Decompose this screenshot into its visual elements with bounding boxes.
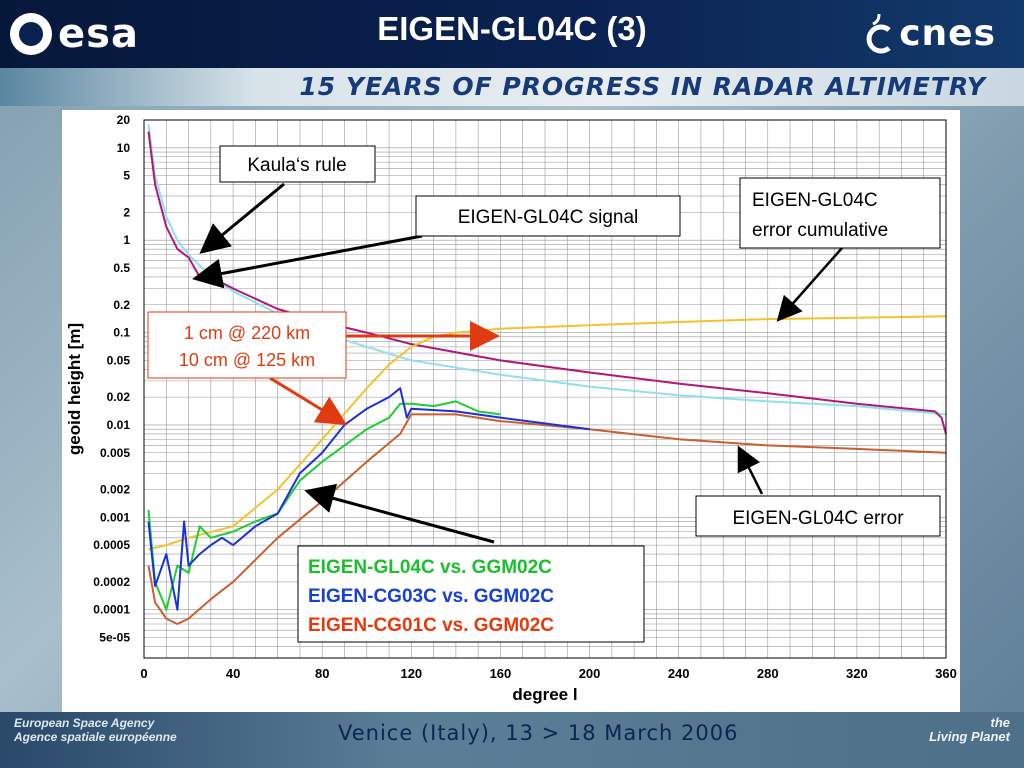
- chart-panel: 20 10 5 2 1 0.5 0.2 0.1 0.05 0.02 0.01 0.005 0.002 0.…: [62, 110, 960, 712]
- legend-entry-gl04c: EIGEN-GL04C vs. GGM02C: [308, 557, 552, 578]
- signal-arrow: [192, 234, 423, 289]
- y-tick-label: 5e-05: [99, 631, 130, 645]
- y-tick-label: 1: [123, 233, 130, 247]
- signal-label: EIGEN-GL04C signal: [458, 207, 639, 228]
- x-tick-label: 240: [668, 666, 690, 681]
- esa-logo: esa: [10, 8, 139, 60]
- conference-banner: 15 YEARS OF PROGRESS IN RADAR ALTIMETRY: [0, 68, 1024, 106]
- slide-title: EIGEN-GL04C (3): [377, 10, 647, 47]
- esa-logo-text: esa: [58, 11, 139, 57]
- y-tick-label: 0.001: [100, 510, 130, 524]
- y-tick-label: 0.0001: [93, 603, 130, 617]
- cumulative-arrow: [776, 247, 843, 322]
- x-tick-label: 80: [315, 666, 329, 681]
- resolution-label-2: 10 cm @ 125 km: [179, 350, 315, 370]
- y-tick-label: 5: [123, 169, 130, 183]
- y-tick-label: 0.0002: [93, 575, 130, 589]
- x-axis-ticks: 0 40 80 120 160 200 240 280 320 360: [140, 666, 956, 681]
- living-planet-logo: the Living Planet: [929, 716, 1010, 744]
- x-tick-label: 360: [935, 666, 957, 681]
- series-line-2: [148, 315, 947, 551]
- geoid-height-chart: 20 10 5 2 1 0.5 0.2 0.1 0.05 0.02 0.01 0.005 0.002 0.…: [65, 113, 957, 704]
- signal-annotation: EIGEN-GL04C signal: [415, 195, 681, 237]
- living-planet-text: Living Planet: [929, 729, 1010, 744]
- cumulative-label-1: EIGEN-GL04C: [752, 190, 878, 211]
- x-tick-label: 200: [579, 666, 601, 681]
- error-annotation: EIGEN-GL04C error: [695, 495, 941, 537]
- y-tick-label: 0.01: [107, 418, 131, 432]
- y-tick-label: 10: [117, 141, 131, 155]
- event-info: Venice (Italy), 13 > 18 March 2006: [338, 721, 739, 745]
- x-tick-label: 40: [226, 666, 240, 681]
- plot-frame: [143, 119, 947, 659]
- y-tick-label: 0.1: [113, 326, 130, 340]
- resolution-arrow-2: [269, 376, 348, 426]
- series-line-5: [147, 387, 590, 611]
- agency-name-fr: Agence spatiale européenne: [14, 730, 177, 744]
- x-tick-label: 320: [846, 666, 868, 681]
- resolution-annotation: 1 cm @ 220 km 10 cm @ 125 km: [147, 311, 347, 379]
- y-tick-label: 0.2: [113, 298, 130, 312]
- x-axis-label: degree l: [512, 685, 577, 704]
- x-tick-label: 0: [140, 666, 147, 681]
- kaula-arrow: [199, 182, 285, 254]
- footer-bar: [0, 712, 1024, 768]
- y-axis-label: geoid height [m]: [65, 323, 84, 455]
- error-label: EIGEN-GL04C error: [732, 508, 904, 529]
- resolution-label-1: 1 cm @ 220 km: [184, 323, 310, 343]
- kaula-label: Kaula‘s rule: [247, 155, 346, 176]
- y-tick-label: 0.5: [113, 261, 130, 275]
- y-axis-ticks: 20 10 5 2 1 0.5 0.2 0.1 0.05 0.02 0.01 0.005 0.002 0.…: [93, 113, 130, 645]
- y-tick-label: 0.002: [100, 483, 130, 497]
- cnes-logo-icon: [866, 13, 891, 54]
- banner-text: 15 YEARS OF PROGRESS IN RADAR ALTIMETRY: [299, 72, 986, 101]
- y-tick-label: 0.005: [100, 446, 130, 460]
- legend-entry-cg01c: EIGEN-CG01C vs. GGM02C: [308, 615, 554, 636]
- cnes-logo: cnes: [863, 12, 996, 54]
- cumulative-label-2: error cumulative: [752, 220, 888, 241]
- cumulative-annotation: EIGEN-GL04C error cumulative: [739, 177, 941, 249]
- y-tick-label: 0.02: [107, 390, 131, 404]
- x-tick-label: 120: [400, 666, 422, 681]
- y-tick-label: 0.0005: [93, 538, 130, 552]
- y-tick-label: 2: [123, 205, 130, 219]
- header-bar: esa EIGEN-GL04C (3) cnes: [0, 0, 1024, 68]
- x-tick-label: 160: [490, 666, 512, 681]
- agency-name-en: European Space Agency: [14, 716, 155, 730]
- y-tick-label: 20: [117, 113, 131, 127]
- annotation-arrows: [192, 182, 843, 544]
- error-arrow: [737, 445, 764, 495]
- esa-logo-icon: [10, 13, 52, 55]
- legend-entry-cg03c: EIGEN-CG03C vs. GGM02C: [308, 586, 554, 607]
- y-tick-label: 0.05: [107, 353, 131, 367]
- legend-box: EIGEN-GL04C vs. GGM02C EIGEN-CG03C vs. G…: [297, 545, 645, 643]
- cnes-logo-text: cnes: [899, 12, 996, 54]
- series-line-3: [147, 413, 947, 625]
- living-planet-the: the: [990, 715, 1011, 730]
- legend-arrow: [304, 483, 495, 544]
- x-tick-label: 280: [757, 666, 779, 681]
- agency-name: European Space Agency Agence spatiale eu…: [14, 716, 177, 744]
- kaula-annotation: Kaula‘s rule: [219, 145, 376, 183]
